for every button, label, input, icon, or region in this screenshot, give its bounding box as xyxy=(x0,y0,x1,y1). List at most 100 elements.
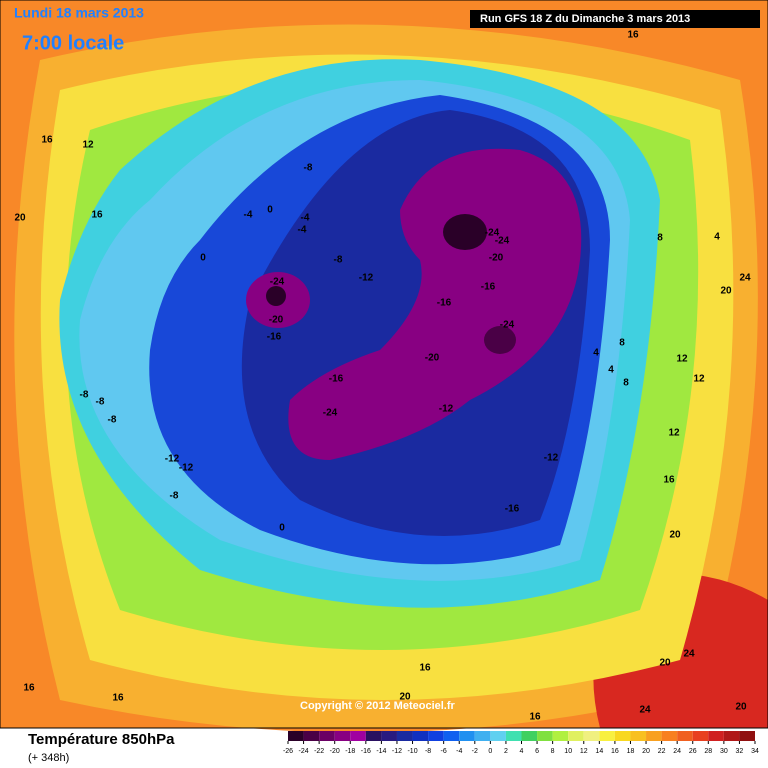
legend-label: -26 xyxy=(283,748,293,755)
contour-label: -8 xyxy=(334,255,343,266)
legend-swatch xyxy=(646,731,662,741)
contour-label: 4 xyxy=(593,348,599,359)
contour-label: 4 xyxy=(714,232,720,243)
contour-label: -20 xyxy=(269,315,284,326)
legend-label: 20 xyxy=(642,748,650,755)
legend-swatch xyxy=(365,731,382,741)
contour-label: 16 xyxy=(627,30,639,41)
legend-label: -2 xyxy=(472,748,478,755)
contour-label: 0 xyxy=(200,253,206,264)
contour-label: -16 xyxy=(329,374,344,385)
run-box xyxy=(470,10,760,28)
legend-swatch xyxy=(708,731,724,741)
legend-label: -4 xyxy=(456,748,462,755)
legend-swatch xyxy=(412,731,429,741)
contour-label: 16 xyxy=(41,135,53,146)
contour-label: 20 xyxy=(669,530,681,541)
contour-label: -4 xyxy=(301,213,310,224)
legend-swatch xyxy=(334,731,351,741)
contour-label: -24 xyxy=(323,408,338,419)
contour-label: 16 xyxy=(112,693,124,704)
contour-label: -8 xyxy=(96,397,105,408)
legend-swatch xyxy=(630,731,647,741)
contour-label: -24 xyxy=(485,228,500,239)
contour-label: 12 xyxy=(82,140,94,151)
legend-label: 26 xyxy=(689,748,697,755)
contour-label: 0 xyxy=(267,205,273,216)
contour-label: -16 xyxy=(505,504,520,515)
contour-label: -20 xyxy=(489,253,504,264)
run-info: Run GFS 18 Z du Dimanche 3 mars 2013 xyxy=(480,13,690,25)
map-frame xyxy=(0,0,768,729)
legend-swatch xyxy=(723,731,740,741)
legend-label: -6 xyxy=(441,748,447,755)
contour-label: -16 xyxy=(267,332,282,343)
contour-label: 24 xyxy=(683,649,695,660)
contour-label: 12 xyxy=(676,354,688,365)
legend-swatch xyxy=(396,731,413,741)
contour-label: -24 xyxy=(270,277,285,288)
contour-label: -16 xyxy=(437,298,452,309)
legend-swatch xyxy=(474,731,491,741)
legend-swatch xyxy=(614,731,631,741)
contour-label: -8 xyxy=(304,163,313,174)
legend-label: -8 xyxy=(425,748,431,755)
contour-label: -12 xyxy=(439,404,454,415)
copyright: Copyright © 2012 Meteociel.fr xyxy=(300,700,456,712)
contour-label: -8 xyxy=(170,491,179,502)
legend-swatch xyxy=(599,731,615,741)
contour-label: 12 xyxy=(693,374,705,385)
contour-label: 8 xyxy=(623,378,629,389)
legend-label: 12 xyxy=(580,748,588,755)
contour-label: -12 xyxy=(544,453,559,464)
legend-swatch xyxy=(459,731,475,741)
contour-label: -16 xyxy=(481,282,496,293)
legend-label: -20 xyxy=(330,748,340,755)
contour-label: 20 xyxy=(14,213,26,224)
legend-swatch xyxy=(505,731,522,741)
cold-center xyxy=(443,214,487,250)
legend-swatch xyxy=(661,731,678,741)
contour-label: 20 xyxy=(720,286,732,297)
legend-swatch xyxy=(521,731,538,741)
legend-swatch xyxy=(583,731,600,741)
legend-label: -12 xyxy=(392,748,402,755)
contour-label: 24 xyxy=(739,273,751,284)
legend-label: 18 xyxy=(627,748,635,755)
cold-center xyxy=(484,326,516,354)
legend-swatch xyxy=(537,731,553,741)
legend-swatch xyxy=(490,731,506,741)
contour-label: -24 xyxy=(500,320,515,331)
contour-label: 0 xyxy=(279,523,285,534)
contour-label: 12 xyxy=(668,428,680,439)
cold-center xyxy=(266,286,286,306)
contour-label: -20 xyxy=(425,353,440,364)
contour-label: -4 xyxy=(244,210,253,221)
legend-label: -14 xyxy=(376,748,386,755)
contour-label: -12 xyxy=(165,454,180,465)
legend-label: 22 xyxy=(658,748,666,755)
contour-label: 20 xyxy=(735,702,747,713)
legend-label: -24 xyxy=(299,748,309,755)
legend-label: 28 xyxy=(704,748,712,755)
legend-swatch xyxy=(350,731,366,741)
legend-swatch xyxy=(739,731,755,741)
contour-label: 20 xyxy=(659,658,671,669)
legend-label: 24 xyxy=(673,748,681,755)
contour-label: 4 xyxy=(608,365,614,376)
footer-title: Température 850hPa xyxy=(28,731,175,748)
legend-swatch xyxy=(381,731,397,741)
legend-swatch xyxy=(319,731,335,741)
forecast-date: Lundi 18 mars 2013 xyxy=(14,5,144,21)
legend-label: 14 xyxy=(595,748,603,755)
legend-swatch xyxy=(303,731,320,741)
legend-label: 6 xyxy=(535,748,539,755)
contour-label: 16 xyxy=(529,712,541,723)
contour-label: 24 xyxy=(639,705,651,716)
contour-label: 8 xyxy=(619,338,625,349)
legend-label: 2 xyxy=(504,748,508,755)
legend-swatch xyxy=(552,731,569,741)
